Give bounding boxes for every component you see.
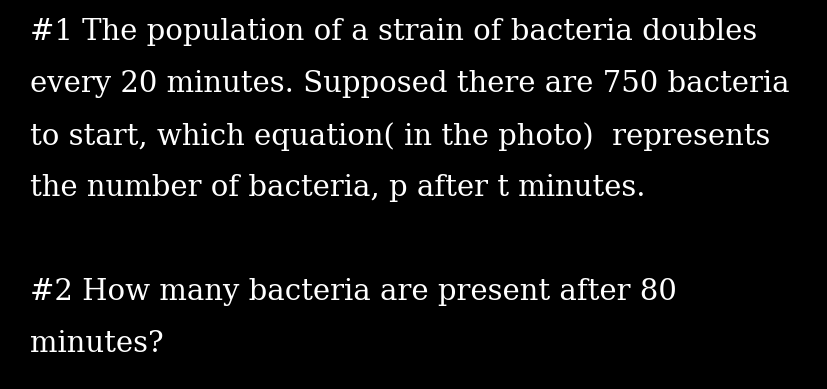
Text: to start, which equation( in the photo)  represents: to start, which equation( in the photo) … bbox=[30, 122, 769, 151]
Text: #1 The population of a strain of bacteria doubles: #1 The population of a strain of bacteri… bbox=[30, 18, 757, 46]
Text: #2 How many bacteria are present after 80: #2 How many bacteria are present after 8… bbox=[30, 278, 676, 306]
Text: every 20 minutes. Supposed there are 750 bacteria: every 20 minutes. Supposed there are 750… bbox=[30, 70, 789, 98]
Text: the number of bacteria, p after t minutes.: the number of bacteria, p after t minute… bbox=[30, 174, 645, 202]
Text: minutes?: minutes? bbox=[30, 330, 164, 358]
